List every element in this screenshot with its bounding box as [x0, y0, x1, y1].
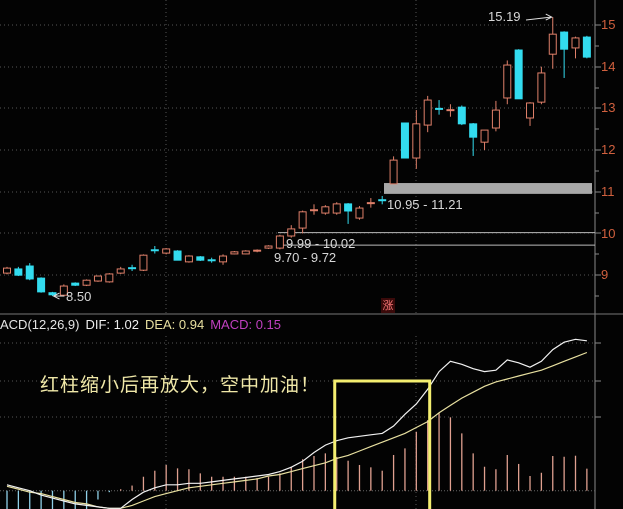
price-tick-label: 15 — [601, 17, 616, 32]
macd-value: MACD: 0.15 — [210, 317, 282, 332]
rise-badge-icon[interactable]: 涨 — [381, 298, 395, 313]
candle-up — [3, 267, 11, 274]
low-price-label: 8.50 — [66, 289, 92, 304]
candle-up — [321, 206, 330, 214]
candle-down — [128, 267, 137, 270]
price-tick-label: 13 — [601, 100, 616, 116]
price-tick-label: 11 — [601, 183, 615, 199]
high-arrow-icon — [525, 16, 551, 21]
candle-up — [332, 203, 341, 214]
high-arrowhead-icon — [545, 13, 553, 21]
gap-lower-label: 9.70 - 9.72 — [274, 250, 337, 265]
candle-up — [571, 37, 580, 49]
candle-down — [435, 107, 444, 110]
low-arrowhead-icon — [52, 292, 60, 300]
candle-up — [412, 123, 421, 159]
candle-up — [491, 109, 500, 129]
candle-down — [14, 268, 23, 276]
candle-up — [116, 268, 125, 274]
candle-down — [344, 203, 353, 212]
macd-indicator-name: ACD(12,26,9) — [0, 317, 80, 332]
price-tick-label: 14 — [601, 58, 616, 74]
candle-up — [184, 255, 193, 263]
gap-upper-label: 9.99 - 10.02 — [286, 236, 356, 251]
candle-up — [446, 109, 455, 112]
candle-down — [25, 265, 34, 280]
candle-up — [162, 248, 171, 254]
candle-up — [298, 211, 307, 229]
candle-up — [275, 235, 284, 249]
candle-down — [48, 292, 57, 296]
candle-up — [548, 33, 557, 55]
annotation-note: 红柱缩小后再放大，空中加油！ — [40, 374, 321, 396]
candle-up — [366, 202, 375, 205]
candle-up — [503, 64, 512, 99]
macd-header: ACD(12,26,9) DIF: 1.02 DEA: 0.94 MACD: 0.15 — [0, 317, 287, 332]
candle-down — [400, 122, 409, 159]
candle-up — [219, 255, 228, 263]
candle-up — [105, 273, 114, 283]
candle-up — [389, 159, 398, 185]
candle-down — [71, 282, 80, 286]
candle-down — [582, 36, 591, 58]
price-tick-label: 10 — [601, 225, 616, 241]
gap-band — [384, 183, 592, 194]
dif-value: DIF: 1.02 — [85, 317, 139, 332]
candle-up — [526, 102, 535, 119]
candle-down — [173, 250, 182, 261]
candle-down — [150, 249, 159, 252]
candle-up — [287, 228, 296, 237]
candle-up — [93, 275, 102, 282]
candle-down — [378, 199, 387, 202]
gap-band-label: 10.95 - 11.21 — [387, 197, 463, 212]
candle-up — [423, 99, 432, 126]
price-tick-label: 12 — [601, 142, 616, 158]
dif-line — [6, 338, 587, 509]
candle-up — [355, 207, 364, 219]
candle-down — [457, 106, 466, 125]
price-tick-label: 9 — [601, 267, 609, 283]
candle-up — [309, 209, 318, 212]
candle-up — [264, 245, 273, 249]
candle-up — [139, 254, 148, 271]
candle-up — [241, 250, 250, 255]
candle-up — [230, 251, 239, 255]
dea-value: DEA: 0.94 — [144, 317, 205, 332]
candle-down — [560, 31, 569, 50]
candle-up — [537, 72, 546, 103]
highlight-box — [333, 379, 432, 509]
candle-down — [514, 49, 523, 100]
candle-down — [469, 123, 478, 138]
candle-down — [37, 277, 46, 293]
candle-up — [59, 285, 68, 296]
candle-up — [253, 249, 262, 252]
candle-up — [82, 279, 91, 286]
candle-up — [480, 129, 489, 143]
high-price-label: 15.19 — [488, 9, 521, 24]
candle-down — [196, 256, 205, 261]
candle-down — [207, 259, 216, 262]
